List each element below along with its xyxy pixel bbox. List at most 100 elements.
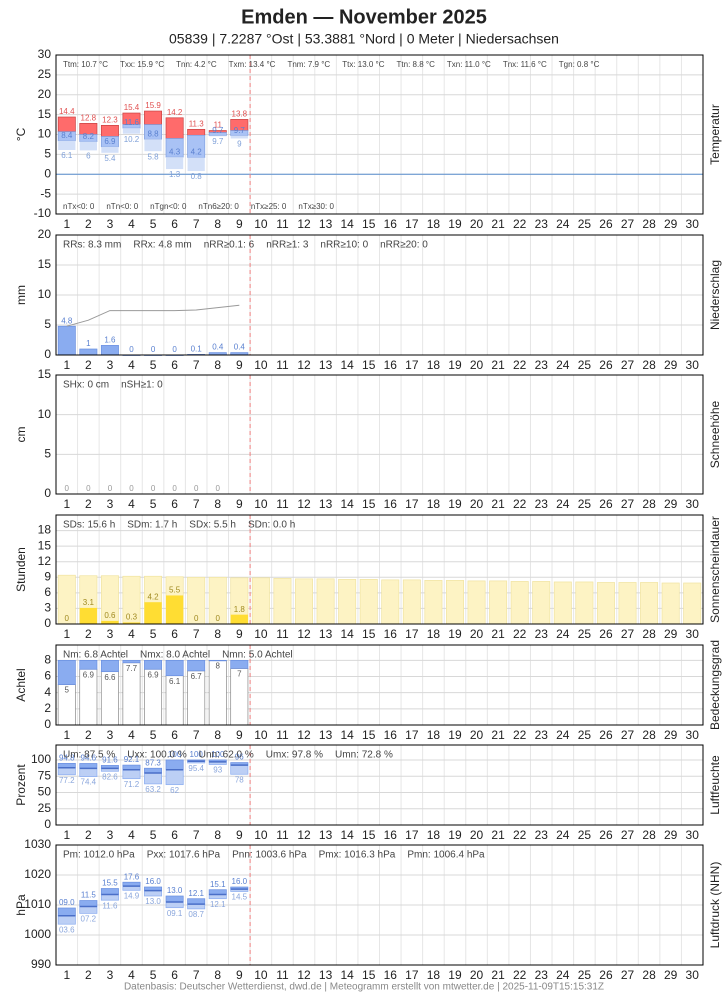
stat-label: Uxx: 100.0 % bbox=[127, 750, 187, 761]
plot-frame bbox=[55, 54, 704, 215]
stat-label: Ttm: 10.7 °C bbox=[63, 60, 108, 69]
y-tick-label: 15 bbox=[38, 367, 52, 381]
value-label: 03.6 bbox=[59, 925, 75, 934]
stat-label: nRR≥10: 0 bbox=[320, 240, 368, 251]
x-tick-label: 28 bbox=[642, 828, 656, 842]
value-label: 0 bbox=[129, 345, 134, 354]
value-label: 7.7 bbox=[126, 664, 138, 673]
y-axis-title: Prozent bbox=[14, 764, 28, 806]
value-label: 7 bbox=[237, 670, 242, 679]
lower-range-bar bbox=[100, 894, 119, 901]
x-tick-label: 22 bbox=[513, 497, 527, 511]
sunshine-bar bbox=[144, 602, 162, 624]
x-tick-label: 21 bbox=[491, 358, 505, 372]
sunshine-bar bbox=[79, 607, 97, 624]
value-label: 14.2 bbox=[167, 108, 183, 117]
y-tick-label: -5 bbox=[40, 186, 51, 200]
stat-label: Txn: 11.0 °C bbox=[447, 60, 491, 69]
lower-range-bar bbox=[79, 768, 98, 777]
x-tick-label: 8 bbox=[214, 217, 221, 231]
x-tick-label: 4 bbox=[128, 627, 135, 641]
y-tick-label: 25 bbox=[38, 67, 52, 81]
stat-label: nTx<0: 0 bbox=[63, 202, 95, 211]
possible-sunshine-bar bbox=[661, 582, 680, 625]
plot-frame bbox=[55, 234, 704, 356]
x-tick-label: 14 bbox=[340, 497, 354, 511]
x-tick-label: 13 bbox=[319, 627, 333, 641]
x-tick-label: 7 bbox=[193, 627, 200, 641]
x-tick-label: 6 bbox=[171, 217, 178, 231]
possible-sunshine-bar bbox=[489, 580, 508, 625]
x-tick-label: 19 bbox=[448, 217, 462, 231]
x-tick-label: 26 bbox=[599, 968, 613, 982]
value-label: 6.9 bbox=[104, 137, 116, 146]
x-tick-label: 14 bbox=[340, 217, 354, 231]
y-axis-title: cm bbox=[14, 427, 28, 443]
y-tick-label: 15 bbox=[38, 538, 52, 552]
x-tick-label: 29 bbox=[664, 497, 678, 511]
x-tick-label: 16 bbox=[384, 497, 398, 511]
value-label: 92.1 bbox=[124, 755, 140, 764]
lower-range-bar bbox=[57, 915, 76, 925]
x-tick-label: 5 bbox=[150, 217, 157, 231]
lower-range-bar bbox=[57, 767, 76, 776]
y-tick-label: 20 bbox=[38, 87, 52, 101]
x-tick-label: 23 bbox=[535, 217, 549, 231]
value-label: 1.6 bbox=[104, 336, 116, 345]
cloud-bar bbox=[187, 660, 206, 672]
x-tick-label: 22 bbox=[513, 728, 527, 742]
x-tick-label: 1 bbox=[63, 497, 70, 511]
stat-label: Tgn: 0.8 °C bbox=[559, 60, 600, 69]
cloud-bar bbox=[165, 660, 184, 677]
value-label: 6.9 bbox=[83, 670, 95, 679]
x-tick-label: 8 bbox=[214, 497, 221, 511]
lower-range-bar bbox=[79, 906, 98, 914]
y-axis-title: Stunden bbox=[14, 547, 28, 592]
lower-range-bar bbox=[165, 901, 184, 909]
y-tick-label: 5 bbox=[44, 447, 51, 461]
tground-bar bbox=[58, 140, 76, 151]
possible-sunshine-bar bbox=[402, 579, 421, 625]
stat-label: Nm: 6.8 Achtel bbox=[63, 650, 128, 661]
x-tick-label: 30 bbox=[686, 627, 700, 641]
x-tick-label: 24 bbox=[556, 627, 570, 641]
x-tick-label: 29 bbox=[664, 968, 678, 982]
possible-sunshine-bar bbox=[295, 578, 313, 625]
x-tick-label: 1 bbox=[63, 968, 70, 982]
stat-label: Txx: 15.9 °C bbox=[120, 60, 164, 69]
stat-label: Pmx: 1016.3 hPa bbox=[319, 850, 396, 861]
x-tick-label: 24 bbox=[556, 828, 570, 842]
value-label: 77.2 bbox=[59, 776, 75, 785]
value-label: 0.4 bbox=[234, 343, 246, 352]
stat-label: Umn: 72.8 % bbox=[335, 750, 393, 761]
value-label: 91.6 bbox=[102, 756, 118, 765]
x-tick-label: 25 bbox=[578, 217, 592, 231]
value-label: 0 bbox=[129, 484, 134, 493]
y-tick-label: 15 bbox=[38, 257, 52, 271]
x-tick-label: 12 bbox=[297, 217, 311, 231]
possible-sunshine-bar bbox=[424, 580, 443, 625]
possible-sunshine-bar bbox=[683, 582, 702, 625]
y-tick-label: 10 bbox=[38, 407, 52, 421]
possible-sunshine-bar bbox=[359, 579, 378, 625]
value-label: 8 bbox=[216, 661, 221, 670]
x-tick-label: 12 bbox=[297, 968, 311, 982]
x-tick-label: 28 bbox=[642, 728, 656, 742]
x-tick-label: 8 bbox=[214, 358, 221, 372]
tmax-bar bbox=[57, 116, 76, 133]
value-label: 9 bbox=[237, 140, 242, 149]
x-tick-label: 30 bbox=[686, 968, 700, 982]
x-tick-label: 12 bbox=[297, 627, 311, 641]
x-tick-label: 22 bbox=[513, 828, 527, 842]
value-label: 09.0 bbox=[59, 898, 75, 907]
x-tick-label: 15 bbox=[362, 728, 376, 742]
possible-sunshine-bar bbox=[381, 579, 400, 625]
tmax-bar bbox=[187, 128, 206, 136]
upper-range-bar bbox=[57, 907, 76, 917]
x-tick-label: 1 bbox=[63, 217, 70, 231]
x-tick-label: 9 bbox=[236, 217, 243, 231]
possible-sunshine-bar bbox=[532, 581, 551, 625]
